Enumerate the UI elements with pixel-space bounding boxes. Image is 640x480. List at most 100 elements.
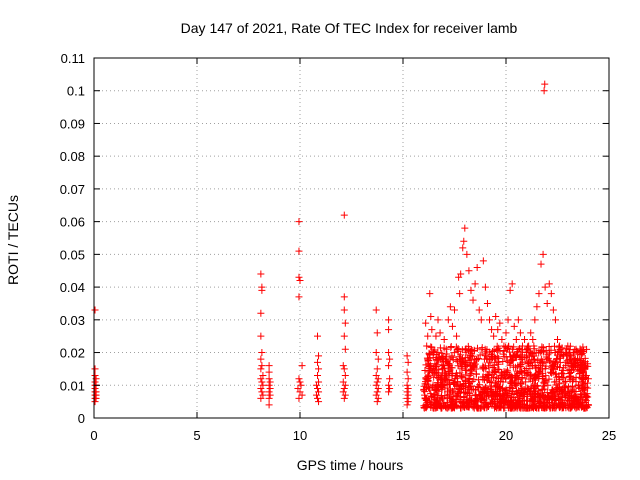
data-point [386,385,394,393]
band-point [500,394,508,402]
data-point [373,329,381,337]
data-point [265,401,273,409]
data-point [508,280,516,288]
band-point [576,373,584,381]
band-point [526,352,534,360]
band-point [517,353,525,361]
band-point [508,402,516,410]
data-point [516,329,524,337]
band-point [425,368,433,376]
band-point [464,399,472,407]
data-point [518,342,526,350]
data-point [440,335,448,343]
band-point [567,369,575,377]
data-point [385,349,393,357]
data-point [500,342,508,350]
y-tick-label: 0.04 [60,280,85,295]
band-point [454,357,462,365]
data-point [469,296,477,304]
band-point [461,354,469,362]
data-point [432,332,440,340]
band-point [452,356,460,364]
band-point [514,400,522,408]
band-point [532,382,540,390]
data-point [314,332,322,340]
band-point [548,394,556,402]
data-point [265,362,273,370]
band-point [539,344,547,352]
data-point [265,381,273,389]
band-point [484,371,492,379]
band-point [506,372,514,380]
data-point [539,250,547,258]
data-point [385,316,393,324]
band-point [421,388,429,396]
band-point [493,391,501,399]
band-point [488,374,496,382]
band-point [531,393,539,401]
band-point [446,355,454,363]
band-point [538,404,546,412]
band-point [576,355,584,363]
band-point [429,347,437,355]
data-point [312,391,320,399]
data-point [512,335,520,343]
data-point [463,250,471,258]
y-tick-label: 0.1 [67,84,85,99]
band-point [421,366,429,374]
data-point [312,381,320,389]
data-point [496,319,504,327]
band-point [567,402,575,410]
band-point [470,363,478,371]
data-point [403,381,411,389]
data-point [385,326,393,334]
data-point [514,316,522,324]
band-point [458,365,466,373]
band-point [470,375,478,383]
y-axis-label: ROTI / TECUs [5,195,21,285]
data-point [564,342,572,350]
band-point [433,362,441,370]
band-point [457,403,465,411]
data-point [451,306,458,314]
data-point [424,332,432,340]
band-point [528,356,536,364]
band-point [507,373,515,381]
y-tick-label: 0 [78,411,85,426]
data-point [314,371,322,379]
data-point [257,385,265,393]
band-point [564,383,572,391]
data-point [543,299,551,307]
data-point [265,368,273,376]
data-point [295,247,303,255]
y-tick-label: 0.09 [60,116,85,131]
data-point [549,306,557,314]
band-point [533,370,541,378]
band-point [466,383,474,391]
data-point [427,313,435,321]
x-tick-label: 15 [396,428,410,443]
band-point [571,392,579,400]
data-point [295,273,303,281]
band-point [545,343,553,351]
data-point [446,303,454,311]
data-point [374,385,382,393]
band-point [425,385,433,393]
x-tick-label: 5 [193,428,200,443]
data-point [502,329,510,337]
data-point [521,335,529,343]
band-point [455,353,463,361]
band-point [502,375,510,383]
band-point [424,355,432,363]
band-point [534,382,542,390]
band-point [549,369,557,377]
band-point [439,362,447,370]
band-point [536,361,544,369]
band-point [441,375,449,383]
band-point [515,375,523,383]
band-point [467,367,475,375]
data-point [341,381,349,389]
band-point [461,377,469,385]
band-point [526,397,534,405]
data-point [471,280,479,288]
